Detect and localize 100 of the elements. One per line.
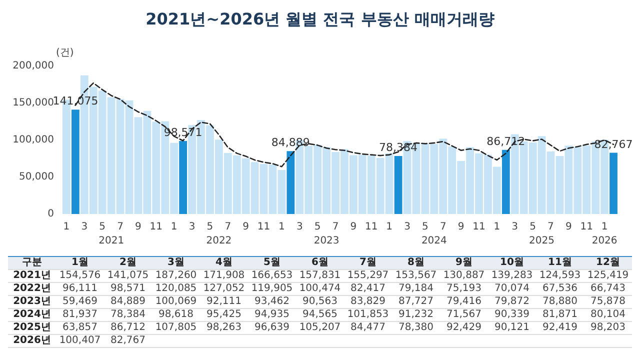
data-label: 93,462 (248, 296, 296, 308)
x-tick-label: 11 (150, 222, 163, 232)
x-tick-label: 7 (548, 222, 554, 232)
x-tick-label: 1 (170, 222, 178, 232)
data-label: 154,576 (56, 270, 104, 282)
data-label: 141,075 (104, 270, 152, 282)
data-label: 98,618 (152, 308, 200, 322)
data-label: 125,419 (584, 270, 632, 282)
x-tick-label: 5 (314, 222, 321, 232)
y-tick-label: 50,000 (19, 172, 54, 182)
data-label: 84,477 (344, 322, 392, 334)
data-label: 70,074 (488, 282, 536, 296)
x-tick-label: 1 (494, 222, 500, 232)
x-tick-label: 7 (332, 222, 339, 232)
chart-title: 2021년~2026년 월별 전국 부동산 매매거래량 (146, 10, 494, 28)
text: 2024 (421, 236, 447, 246)
x-tick-label: 2월 (104, 256, 152, 270)
data-label: 157,831 (296, 270, 344, 282)
x-tick-label: 1 (63, 222, 70, 232)
text: 2023 (314, 236, 340, 246)
x-tick-label: 5 (422, 222, 428, 232)
x-tick-label: 12월 (584, 256, 632, 270)
x-tick-label: 5 (99, 222, 106, 232)
data-label: 187,260 (152, 270, 200, 282)
data-label: 80,104 (584, 308, 632, 322)
data-label: 78,380 (392, 322, 440, 334)
data-label: 75,878 (584, 296, 632, 308)
data-label: 120,085 (152, 282, 200, 296)
x-tick-label: 7월 (344, 256, 392, 270)
data-label: 71,567 (440, 308, 488, 322)
y-tick-label: 2026년 (8, 334, 56, 348)
y-tick-label: 2024년 (8, 308, 56, 322)
x-tick-label: 9 (135, 222, 142, 232)
y-tick-label: 2022년 (8, 282, 56, 296)
x-tick-label: 8월 (392, 256, 440, 270)
data-label: 59,469 (56, 296, 104, 308)
bar (610, 152, 618, 214)
x-tick-label: 9 (458, 222, 464, 232)
x-tick-label: 9 (242, 222, 250, 232)
data-label: 84,889 (104, 296, 152, 308)
data-label: 90,339 (488, 308, 536, 322)
data-label: 107,805 (152, 322, 200, 334)
x-tick-label: 11 (472, 222, 486, 232)
data-label: 78,880 (536, 296, 584, 308)
data-label: 96,639 (248, 322, 296, 334)
data-label: 79,872 (488, 296, 536, 308)
data-label: 92,419 (536, 322, 584, 334)
data-label: 105,207 (296, 322, 344, 334)
y-tick-label: 150,000 (12, 98, 54, 108)
x-tick-label: 1 (386, 222, 393, 232)
x-tick-label: 11 (365, 222, 378, 232)
data-label: 83,829 (344, 296, 392, 308)
x-tick-label: 9 (565, 222, 572, 232)
y-tick-label: 2023년 (8, 296, 56, 308)
data-label: 79,416 (440, 296, 488, 308)
x-tick-label: 6월 (296, 256, 344, 270)
x-tick-label: 3월 (152, 256, 200, 270)
x-tick-label: 1 (601, 222, 608, 232)
x-tick-label: 3 (404, 222, 410, 232)
x-tick-label: 5 (206, 222, 214, 232)
data-label: 90,121 (488, 322, 536, 334)
x-tick-label: 7 (440, 222, 446, 232)
data-label: 92,111 (200, 296, 248, 308)
y-tick-label: 2025년 (8, 322, 56, 334)
y-axis-title: (건) (56, 48, 74, 58)
data-label: 100,474 (296, 282, 344, 296)
data-label: 91,232 (392, 308, 440, 322)
data-label: 84,889 (271, 136, 310, 150)
x-tick-label: 5월 (248, 256, 296, 270)
bar (502, 150, 510, 214)
data-label: 98,203 (584, 322, 632, 334)
x-tick-label: 1월 (56, 256, 104, 270)
data-label: 82,767 (104, 334, 152, 348)
data-label: 81,937 (56, 308, 104, 322)
data-label: 92,429 (440, 322, 488, 334)
data-label: 155,297 (344, 270, 392, 282)
data-label: 98,263 (200, 322, 248, 334)
data-label: 75,193 (440, 282, 488, 296)
data-label: 100,069 (152, 296, 200, 308)
data-label: 166,653 (248, 270, 296, 282)
data-label: 82,767 (594, 138, 633, 151)
text: 2026 (592, 236, 618, 246)
text: 2021 (98, 236, 124, 246)
bar (179, 141, 188, 214)
data-label: 100,407 (56, 334, 104, 348)
x-tick-label: 9월 (440, 256, 488, 270)
x-tick-label: 1 (278, 222, 285, 232)
data-label: 78,384 (104, 308, 152, 322)
data-label: 81,871 (536, 308, 584, 322)
data-label: 63,857 (56, 322, 104, 334)
text: 구분 (8, 256, 56, 270)
data-label: 101,853 (344, 308, 392, 322)
y-tick-label: 2021년 (8, 270, 56, 282)
x-tick-label: 11월 (536, 256, 584, 270)
bar (394, 156, 402, 214)
y-tick-label: 200,000 (12, 60, 54, 72)
x-tick-label: 11 (257, 222, 270, 232)
data-label: 90,563 (296, 296, 344, 308)
bar (286, 151, 295, 214)
data-label: 66,743 (584, 282, 632, 296)
